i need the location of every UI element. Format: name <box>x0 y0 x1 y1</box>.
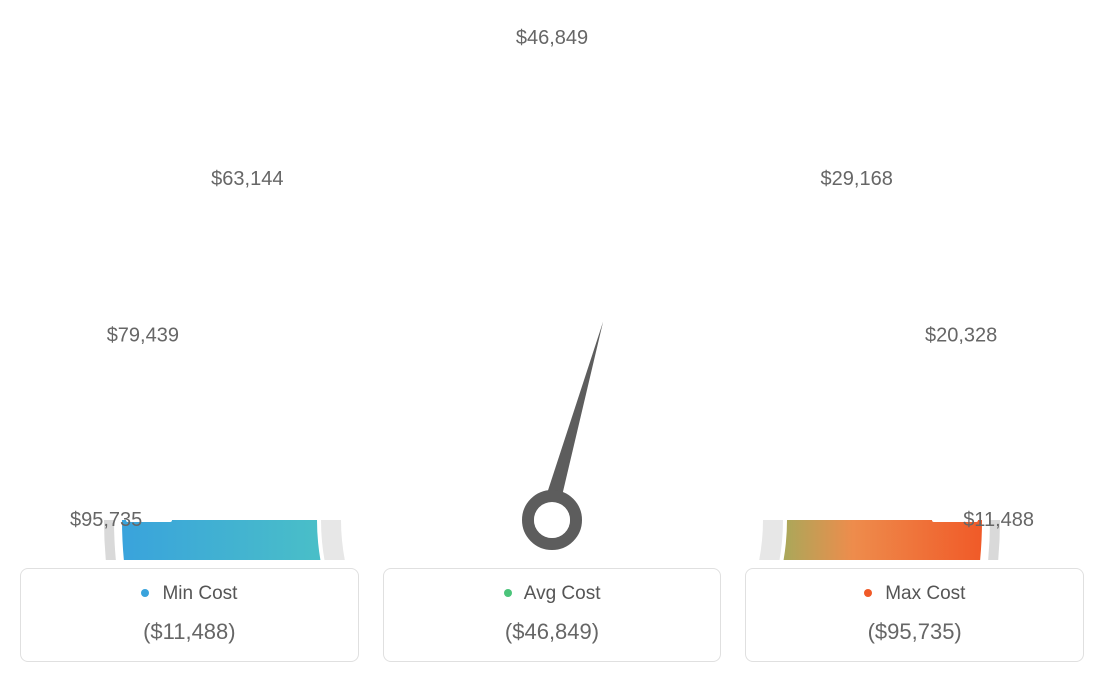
gauge-tick <box>252 220 282 250</box>
gauge-tick-label: $46,849 <box>516 27 588 49</box>
gauge-tick <box>136 437 162 442</box>
legend-title-min: Min Cost <box>21 583 358 605</box>
gauge-tick <box>942 437 968 442</box>
legend-avg-value: ($46,849) <box>384 619 721 645</box>
gauge-tick <box>469 104 474 130</box>
gauge-tick-label: $20,328 <box>925 325 997 347</box>
legend-card-avg: Avg Cost ($46,849) <box>383 568 722 662</box>
legend-card-min: Min Cost ($11,488) <box>20 568 359 662</box>
legend-min-value: ($11,488) <box>21 619 358 645</box>
gauge-area: $11,488 $20,328 $29,168 $46,849 $63,144 $79,4… <box>20 20 1084 560</box>
legend-card-max: Max Cost ($95,735) <box>745 568 1084 662</box>
gauge-svg: $11,488 $20,328 $29,168 $46,849 $63,144 $79,4… <box>20 20 1084 560</box>
cost-gauge-chart: $11,488 $20,328 $29,168 $46,849 $63,144 $79,4… <box>20 20 1084 662</box>
gauge-tick <box>390 128 406 167</box>
legend-max-value: ($95,735) <box>746 619 1083 645</box>
gauge-tick-label: $95,735 <box>70 509 142 531</box>
gauge-tick <box>883 284 905 298</box>
legend-min-title-text: Min Cost <box>162 583 237 604</box>
gauge-tick-label: $79,439 <box>107 325 179 347</box>
gauge-needle-hub-inner <box>534 502 570 538</box>
gauge-tick <box>698 128 714 167</box>
gauge-tick <box>630 104 635 130</box>
gauge-tick <box>199 284 221 298</box>
gauge-tick <box>316 167 330 189</box>
gauge-tick <box>905 358 944 374</box>
gauge-tick <box>773 167 787 189</box>
dot-min-icon <box>141 589 149 597</box>
dot-avg-icon <box>504 589 512 597</box>
dot-max-icon <box>864 589 872 597</box>
legend-max-title-text: Max Cost <box>885 583 965 604</box>
gauge-tick <box>822 220 852 250</box>
legend-title-max: Max Cost <box>746 583 1083 605</box>
gauge-tick-label: $11,488 <box>963 509 1034 531</box>
gauge-tick-label: $29,168 <box>821 168 893 190</box>
legend-title-avg: Avg Cost <box>384 583 721 605</box>
legend-avg-title-text: Avg Cost <box>524 583 601 604</box>
gauge-tick <box>160 358 199 374</box>
legend-row: Min Cost ($11,488) Avg Cost ($46,849) Ma… <box>20 568 1084 662</box>
gauge-tick-label: $63,144 <box>211 168 283 190</box>
